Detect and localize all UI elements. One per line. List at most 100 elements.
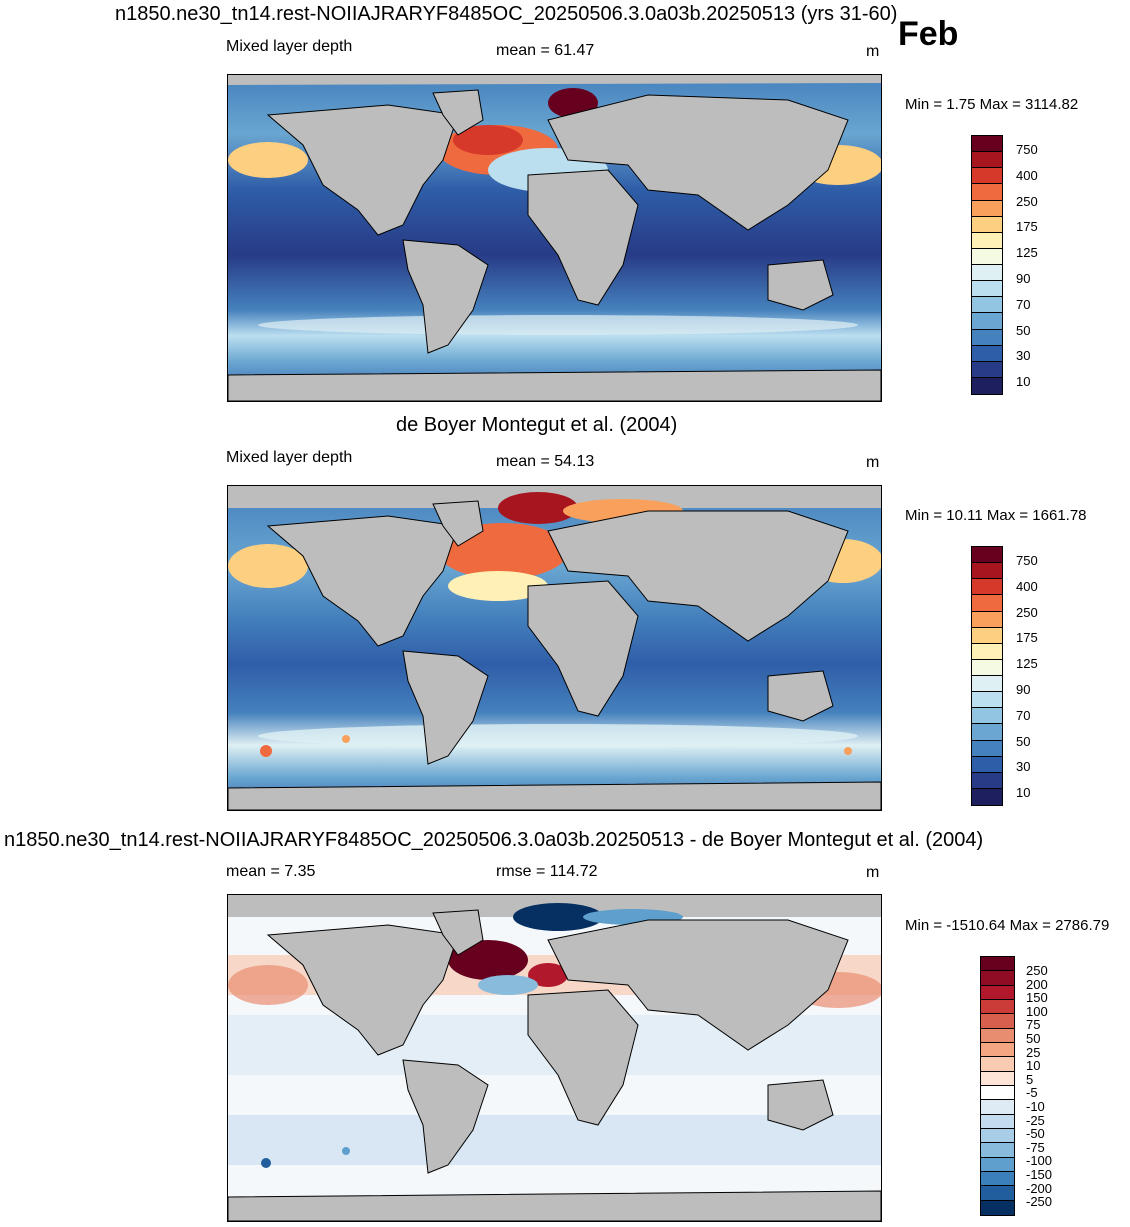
colorbar-tick-label: -200	[1026, 1180, 1053, 1196]
colorbar-tick-label: 30	[1016, 759, 1031, 775]
colorbar-swatch	[972, 547, 1002, 564]
panel2-colorbar	[971, 546, 1003, 806]
panel3-title: n1850.ne30_tn14.rest-NOIIAJRARYF8485OC_2…	[4, 829, 984, 851]
colorbar-swatch	[972, 756, 1002, 773]
colorbar-tick-label: 50	[1016, 733, 1031, 749]
colorbar-tick-label: -250	[1026, 1194, 1053, 1210]
panel3-colorbar	[980, 956, 1015, 1216]
colorbar-swatch	[972, 281, 1002, 298]
colorbar-swatch	[972, 232, 1002, 249]
colorbar-swatch	[981, 1042, 1014, 1058]
colorbar-swatch	[972, 579, 1002, 596]
figure-title: n1850.ne30_tn14.rest-NOIIAJRARYF8485OC_2…	[115, 3, 898, 25]
colorbar-swatch	[972, 788, 1002, 805]
colorbar-tick-label: 750	[1016, 142, 1038, 157]
land-arctic	[228, 75, 881, 85]
land-greenland	[432, 89, 484, 136]
colorbar-swatch	[972, 200, 1002, 217]
colorbar-tick-label: 125	[1016, 656, 1038, 672]
panel1-units-label: m	[866, 43, 880, 60]
colorbar-swatch	[981, 1057, 1014, 1072]
colorbar-swatch	[972, 627, 1002, 644]
colorbar-swatch	[981, 1200, 1014, 1215]
colorbar-swatch	[981, 1085, 1014, 1101]
colorbar-swatch	[981, 1114, 1014, 1129]
colorbar-tick-label: 10	[1016, 374, 1031, 390]
colorbar-swatch	[981, 1028, 1014, 1043]
colorbar-swatch	[972, 611, 1002, 628]
colorbar-tick-label: 5	[1026, 1071, 1034, 1087]
panel1-map	[227, 74, 882, 402]
colorbar-tick-label: 90	[1016, 271, 1031, 286]
colorbar-tick-label: 70	[1016, 707, 1031, 723]
panel1-colorbar	[971, 135, 1003, 395]
panel3-map	[227, 894, 882, 1222]
colorbar-swatch	[972, 329, 1002, 346]
land-australia	[767, 259, 834, 311]
colorbar-swatch	[972, 248, 1002, 265]
colorbar-swatch	[972, 692, 1002, 709]
colorbar-tick-label: 175	[1016, 630, 1038, 646]
colorbar-swatch	[972, 724, 1002, 741]
colorbar-tick-label: 250	[1016, 193, 1038, 209]
colorbar-swatch	[972, 772, 1002, 789]
colorbar-swatch	[972, 708, 1002, 725]
panel2-minmax: Min = 10.11 Max = 1661.78	[905, 507, 1087, 524]
colorbar-tick-label: 25	[1026, 1044, 1041, 1060]
colorbar-tick-label: 400	[1016, 578, 1038, 594]
land-north-america	[266, 104, 459, 236]
colorbar-tick-label: 250	[1016, 604, 1038, 620]
colorbar-swatch	[981, 985, 1014, 1000]
colorbar-swatch	[972, 676, 1002, 693]
colorbar-swatch	[972, 297, 1002, 314]
panel3-mean-label: mean = 7.35	[226, 863, 316, 880]
colorbar-tick-label: -75	[1026, 1139, 1045, 1155]
colorbar-tick-label: 100	[1026, 1003, 1048, 1019]
colorbar-swatch	[972, 313, 1002, 330]
panel2-mean-label: mean = 54.13	[496, 453, 595, 470]
colorbar-tick-label: 75	[1026, 1017, 1041, 1033]
colorbar-swatch	[972, 152, 1002, 169]
colorbar-swatch	[981, 1100, 1014, 1115]
colorbar-tick-label: 750	[1016, 553, 1038, 568]
colorbar-swatch	[972, 563, 1002, 580]
panel2-units-label: m	[866, 454, 880, 471]
colorbar-swatch	[972, 216, 1002, 233]
land-south-america	[402, 239, 489, 354]
colorbar-tick-label: 150	[1026, 990, 1048, 1006]
colorbar-tick-label: -100	[1026, 1153, 1053, 1169]
colorbar-tick-label: 30	[1016, 348, 1031, 364]
colorbar-swatch	[981, 1186, 1014, 1201]
colorbar-swatch	[972, 595, 1002, 612]
colorbar-swatch	[972, 740, 1002, 757]
colorbar-swatch	[972, 184, 1002, 201]
colorbar-swatch	[981, 1157, 1014, 1172]
panel3-minmax: Min = -1510.64 Max = 2786.79	[905, 917, 1110, 934]
colorbar-swatch	[972, 168, 1002, 185]
colorbar-swatch	[981, 999, 1014, 1015]
colorbar-tick-label: -10	[1026, 1099, 1045, 1114]
colorbar-tick-label: 90	[1016, 682, 1031, 697]
colorbar-tick-label: 200	[1026, 976, 1048, 992]
colorbar-tick-label: 10	[1026, 1058, 1041, 1074]
panel1-mean-label: mean = 61.47	[496, 42, 595, 59]
colorbar-tick-label: 70	[1016, 296, 1031, 312]
panel1-minmax: Min = 1.75 Max = 3114.82	[905, 96, 1079, 113]
panel2-variable-label: Mixed layer depth	[226, 449, 353, 466]
panel3-rmse-label: rmse = 114.72	[496, 863, 598, 880]
colorbar-swatch	[981, 971, 1014, 986]
colorbar-swatch	[972, 659, 1002, 676]
panel2-map	[227, 485, 882, 811]
panel2-title: de Boyer Montegut et al. (2004)	[396, 414, 678, 436]
colorbar-swatch	[981, 1171, 1014, 1187]
colorbar-tick-label: 50	[1016, 322, 1031, 338]
colorbar-swatch	[972, 265, 1002, 282]
colorbar-swatch	[972, 345, 1002, 362]
colorbar-tick-label: -5	[1026, 1085, 1038, 1101]
colorbar-swatch	[972, 643, 1002, 660]
colorbar-tick-label: 175	[1016, 219, 1038, 235]
colorbar-tick-label: 10	[1016, 785, 1031, 801]
colorbar-tick-label: 250	[1026, 963, 1048, 978]
colorbar-tick-label: 50	[1026, 1031, 1041, 1046]
colorbar-swatch	[972, 136, 1002, 153]
